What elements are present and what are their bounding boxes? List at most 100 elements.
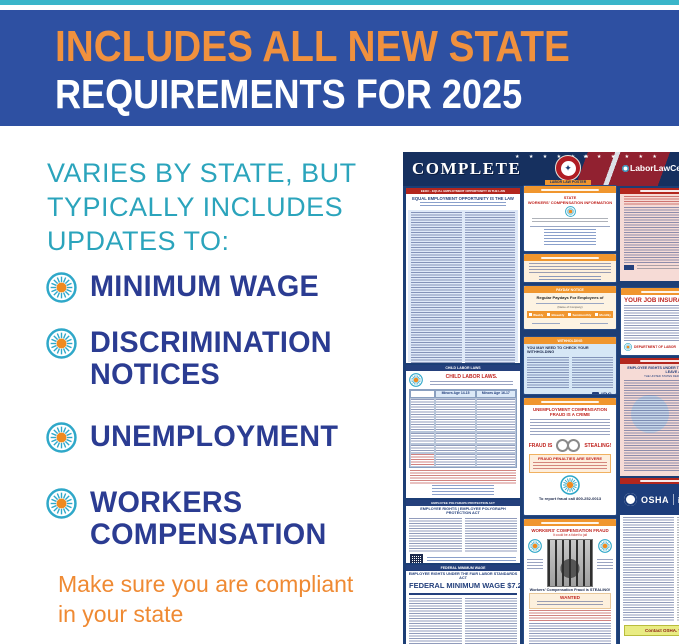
- text-block: [571, 357, 613, 389]
- wc-fraud-title: WORKERS' COMPENSATION FRAUD: [531, 528, 609, 533]
- text-block: [539, 276, 601, 282]
- bar-label-dash: [640, 290, 679, 293]
- option-label: Biweekly: [551, 312, 565, 317]
- sunburst-icon: [409, 373, 423, 387]
- sunburst-icon: [560, 475, 580, 495]
- table-cell: [475, 444, 516, 453]
- bar-label-dash: [540, 400, 600, 403]
- osha-logo-text: OSHA: [641, 494, 670, 505]
- fraud-is-stealing-row: FRAUD IS STEALING!: [524, 438, 616, 453]
- text-block: [529, 610, 611, 622]
- poster-subtitle: LABOR LAW POSTER: [545, 180, 591, 185]
- list-item-discrimination-notices: DISCRIMINATION NOTICES: [46, 327, 376, 391]
- table-cell: [410, 398, 436, 432]
- wanted-title: WANTED: [560, 595, 580, 600]
- sunburst-icon: [46, 328, 77, 359]
- intro-line3: UPDATES TO:: [47, 226, 230, 256]
- logo-text: LaborLawCenter: [630, 163, 679, 173]
- poster-header: ★ ★ ★ ★ ★ ★ ★ ★ ★ ★ ★ ★ COMPLETE ✦ LABOR…: [403, 152, 679, 186]
- child-title-wrap: CHILD LABOR LAWS.: [426, 374, 517, 387]
- section-job-insurance: YOUR JOB INSURANCE DEPARTMENT OF LABOR: [620, 287, 679, 356]
- bar-label: FEDERAL MINIMUM WAGE: [440, 566, 486, 570]
- stars-right: ★ ★ ★ ★ ★ ★: [583, 154, 661, 160]
- compliance-note: Make sure you are compliant in your stat…: [58, 569, 353, 629]
- note-line2: in your state: [58, 601, 184, 627]
- table-cell: [435, 432, 476, 444]
- bar-label: EMPLOYEE POLYGRAPH PROTECTION ACT: [431, 501, 495, 505]
- note-line1: Make sure you are compliant: [58, 571, 354, 597]
- section-child-labor: CHILD LABOR LAWS CHILD LABOR LAWS. Minor…: [406, 365, 520, 498]
- section-wc-fraud: WORKERS' COMPENSATION FRAUD It could be …: [523, 518, 617, 644]
- text-block: [409, 598, 462, 644]
- table-cell: [410, 432, 436, 444]
- text-block: [624, 207, 679, 263]
- child-title: CHILD LABOR LAWS.: [445, 373, 498, 380]
- bar-label-dash: [540, 188, 600, 191]
- logo-strip: [427, 556, 516, 563]
- job-insurance-title: YOUR JOB INSURANCE: [624, 297, 679, 304]
- section-eeo: EEOC - EQUAL EMPLOYMENT OPPORTUNITY IN T…: [406, 188, 520, 363]
- table-cell: [435, 453, 476, 467]
- table-cell: [475, 453, 516, 467]
- handcuffs-icon: [556, 439, 581, 452]
- poster-title: COMPLETE: [412, 159, 522, 178]
- intro-line1: VARIES BY STATE, BUT: [47, 158, 357, 188]
- intro-text: VARIES BY STATE, BUT TYPICALLY INCLUDES …: [47, 156, 357, 258]
- section-payday-bar: PAYDAY NOTICE: [524, 286, 616, 293]
- osha-tagline: Job Safety and Health IT'S THE LAW!: [673, 494, 679, 505]
- text-block: [677, 517, 679, 621]
- text-block: [430, 380, 513, 387]
- text-columns: [620, 515, 679, 623]
- text-block: [464, 518, 517, 552]
- text-columns: [406, 596, 520, 644]
- section-eeo-bar: EEOC - EQUAL EMPLOYMENT OPPORTUNITY IN T…: [406, 188, 520, 194]
- company-line: [536, 303, 604, 304]
- logo-mark: [624, 265, 634, 270]
- text-block: [533, 462, 607, 471]
- section-wc-info: STATE WORKERS' COMPENSATION INFORMATION: [523, 185, 617, 252]
- fmw-amount: FEDERAL MINIMUM WAGE $7.25: [409, 581, 520, 590]
- jail-row: [524, 537, 616, 588]
- table-cell: [410, 444, 436, 453]
- payday-option: Semimonthly: [568, 313, 591, 317]
- text-block: [464, 212, 515, 363]
- table-cell: [435, 398, 476, 432]
- poster-right-column: YOUR JOB INSURANCE DEPARTMENT OF LABOR E…: [620, 188, 679, 644]
- section-fmla-rights: EMPLOYEE RIGHTS UNDER THE FAMILY AND MED…: [620, 358, 679, 476]
- ui-sun-wrap: [524, 474, 616, 496]
- bullet-list: [529, 623, 611, 644]
- signature-line: [580, 323, 608, 324]
- list-item-label: MINIMUM WAGE: [90, 270, 320, 303]
- text-block: [537, 601, 603, 607]
- irs-logo-icon: ⌾: [592, 392, 600, 394]
- section-federal-minimum-wage: FEDERAL MINIMUM WAGE EMPLOYEE RIGHTS UND…: [406, 565, 520, 644]
- right-badge: [597, 539, 613, 569]
- fraud-is-label: FRAUD IS: [528, 442, 553, 449]
- wc-title2: WORKERS' COMPENSATION INFORMATION: [527, 200, 613, 205]
- intro-line2: TYPICALLY INCLUDES: [47, 192, 344, 222]
- poster-middle-column: STATE WORKERS' COMPENSATION INFORMATION …: [523, 185, 617, 644]
- list-item-label: UNEMPLOYMENT: [90, 420, 339, 453]
- checkbox-icon: [595, 313, 599, 316]
- fmw-big-line: FEDERAL MINIMUM WAGE $7.25 PER HOUR: [409, 581, 520, 595]
- table-cell: [410, 390, 436, 398]
- section-claims-admin: [523, 253, 617, 283]
- polygraph-footer: [406, 554, 520, 563]
- jail-photo: [547, 539, 593, 587]
- payday-title: Regular Paydays For Employees of: [536, 295, 604, 300]
- section-payday: PAYDAY NOTICE Regular Paydays For Employ…: [523, 285, 617, 330]
- text-block: [411, 212, 462, 363]
- wanted-box: WANTED: [529, 593, 611, 609]
- text-block: [624, 380, 679, 472]
- penalties-title: FRAUD PENALTIES ARE SEVERE: [537, 456, 602, 461]
- irs-label: IRS: [601, 393, 612, 395]
- section-fmla-bar: [620, 358, 679, 364]
- withholding-title: YOU MAY NEED TO CHECK YOUR WITHHOLDING: [527, 346, 589, 354]
- fmla-title: EMPLOYEE RIGHTS UNDER THE FAMILY AND MED…: [627, 366, 679, 374]
- table-cell: [410, 453, 436, 467]
- section-claims-bar: [524, 254, 616, 261]
- claims-body: [524, 261, 616, 282]
- sunburst-icon: [46, 488, 77, 519]
- payday-option: Weekly: [529, 313, 543, 317]
